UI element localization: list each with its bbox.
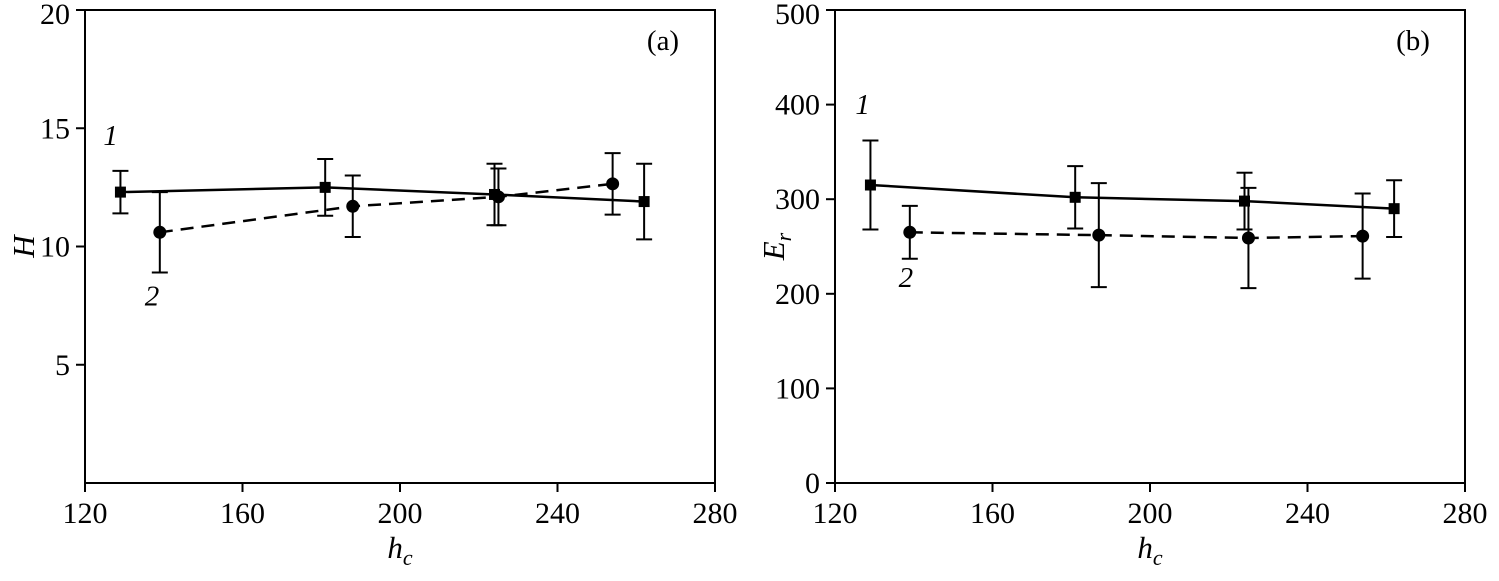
x-tick-label: 120 — [63, 497, 108, 530]
panel-label: (b) — [1396, 25, 1430, 57]
panel-a: 120 160 200 240 280 5 10 15 20 hc H (a) 1 2 — [6, 0, 738, 570]
y-tick-label: 0 — [805, 467, 820, 500]
series-label: 1 — [103, 120, 118, 152]
y-tick-label: 100 — [775, 372, 820, 405]
marker-circle — [153, 225, 167, 239]
x-tick-label: 120 — [813, 497, 858, 530]
series-1 — [862, 139, 1403, 239]
marker-circle — [1092, 228, 1106, 242]
plot-frame — [84, 9, 716, 484]
x-tick-label: 160 — [970, 497, 1015, 530]
y-tick-label: 10 — [40, 231, 70, 264]
y-tick-label: 400 — [775, 89, 820, 122]
series-label: 1 — [855, 89, 870, 121]
marker-circle — [491, 190, 505, 204]
x-axis-label: hc — [387, 530, 413, 570]
x-tick-label: 240 — [1285, 497, 1330, 530]
x-tick-label: 280 — [693, 497, 738, 530]
panel-b: 120 160 200 240 280 0 100 200 300 400 500 hc Er (b) 1 2 — [750, 0, 1499, 581]
plot-frame — [834, 9, 1466, 484]
y-tick-label: 20 — [40, 0, 70, 31]
marker-square — [319, 181, 331, 193]
x-tick-label: 200 — [378, 497, 423, 530]
series-line — [870, 183, 1395, 210]
x-tick-label: 160 — [220, 497, 265, 530]
series-2 — [151, 152, 621, 274]
marker-square — [1069, 191, 1081, 203]
marker-square — [638, 196, 650, 208]
x-axis-label: hc — [1137, 530, 1163, 570]
marker-circle — [1356, 229, 1370, 243]
series-2 — [901, 182, 1371, 290]
series-label: 2 — [145, 281, 160, 313]
marker-square — [114, 186, 126, 198]
marker-square — [1239, 195, 1250, 207]
x-tick-label: 200 — [1128, 497, 1173, 530]
chart-b-svg: 120 160 200 240 280 0 100 200 300 400 500 hc Er (b) 1 2 — [756, 0, 1488, 570]
y-tick-label: 200 — [775, 278, 820, 311]
y-axis-label: H — [6, 234, 41, 259]
series-line — [120, 186, 645, 203]
x-tick-label: 240 — [535, 497, 580, 530]
y-tick-label: 5 — [55, 349, 70, 382]
marker-circle — [346, 199, 360, 213]
y-tick-label: 500 — [775, 0, 820, 31]
y-tick-label: 15 — [40, 112, 70, 145]
marker-circle — [606, 177, 620, 191]
series-line — [909, 231, 1363, 240]
series-label: 2 — [899, 262, 914, 294]
marker-circle — [903, 225, 917, 239]
marker-square — [864, 179, 876, 191]
y-tick-label: 300 — [775, 183, 820, 216]
panel-label: (a) — [647, 25, 679, 57]
chart-a-svg: 120 160 200 240 280 5 10 15 20 hc H (a) 1 2 — [6, 0, 738, 570]
y-axis-label: Er — [756, 232, 796, 261]
marker-square — [1388, 203, 1400, 215]
marker-circle — [1241, 231, 1255, 245]
x-tick-label: 280 — [1443, 497, 1488, 530]
